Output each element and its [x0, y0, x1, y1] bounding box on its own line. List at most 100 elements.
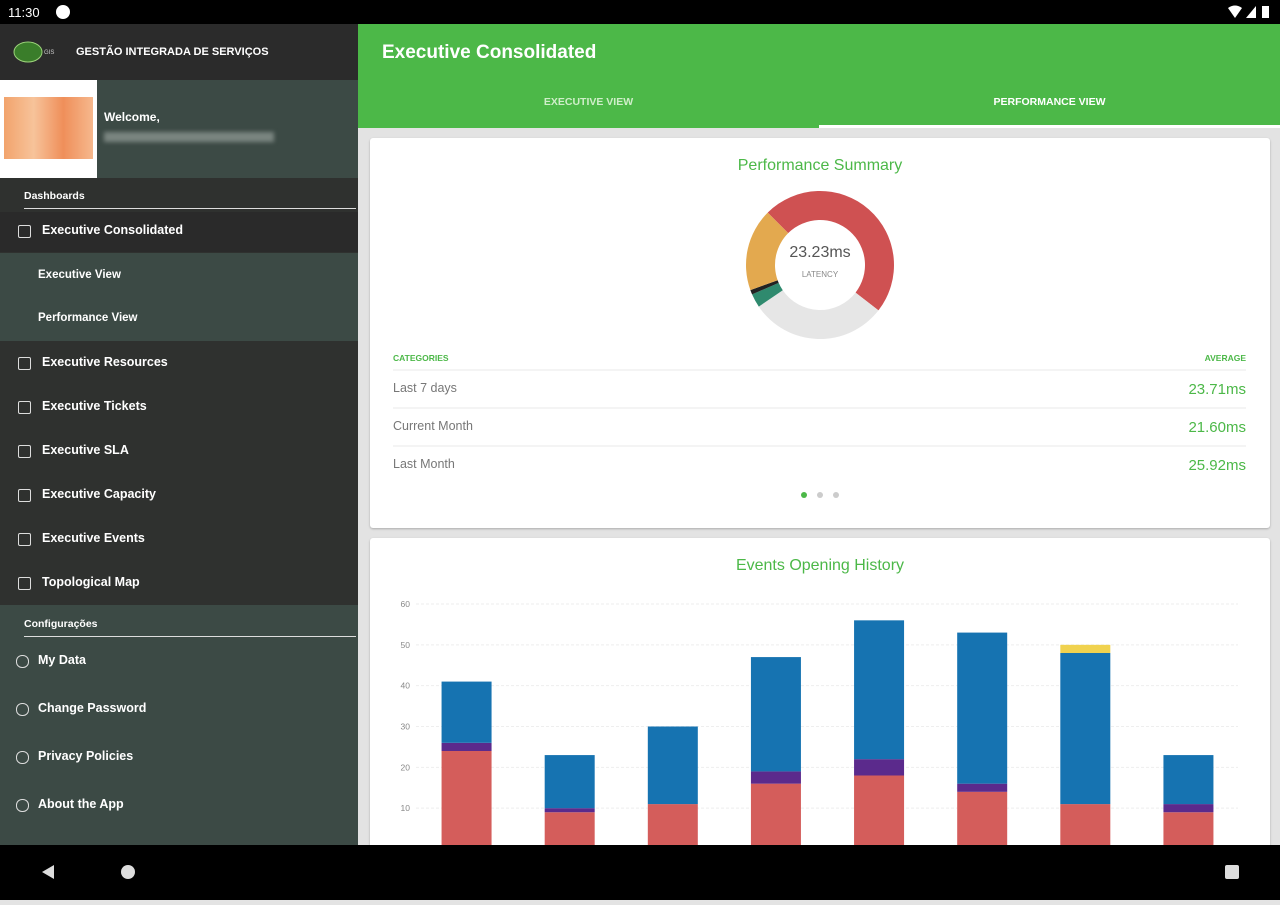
pager-dot	[801, 492, 807, 498]
section-title: Dashboards	[24, 190, 85, 202]
y-tick-label: 10	[401, 803, 411, 813]
bar-segment	[957, 791, 1008, 849]
donut-value: 23.23ms	[789, 244, 850, 261]
section-divider	[24, 636, 356, 637]
bar-segment	[1163, 755, 1214, 805]
menu-item[interactable]: Change Password	[38, 701, 147, 715]
selected-item-bg	[0, 212, 358, 252]
y-tick-label: 50	[401, 640, 411, 650]
submenu	[0, 253, 358, 341]
menu-item[interactable]: My Data	[38, 653, 86, 667]
table-header: AVERAGE	[1205, 353, 1247, 363]
pager-dot	[817, 492, 823, 498]
menu-icon	[18, 225, 31, 238]
menu-icon	[18, 357, 31, 370]
bar-segment	[647, 726, 698, 805]
menu-item[interactable]: Executive SLA	[42, 443, 129, 457]
header: Executive Consolidated EXECUTIVE VIEW PER…	[358, 24, 1280, 128]
submenu-item[interactable]: Executive View	[38, 269, 121, 281]
app-name: GESTÃO INTEGRADA DE SERVIÇOS	[76, 46, 269, 58]
menu-icon	[16, 799, 29, 812]
row-value: 23.71ms	[1188, 381, 1246, 398]
submenu-item[interactable]: Performance View	[38, 312, 138, 324]
pager-dot	[833, 492, 839, 498]
tab[interactable]: EXECUTIVE VIEW	[543, 96, 634, 108]
bar-segment	[854, 620, 905, 760]
events-card	[370, 538, 1270, 878]
donut-segment	[752, 282, 783, 307]
bar-segment	[854, 775, 905, 849]
menu-icon	[16, 655, 29, 668]
bar-segment	[1060, 653, 1111, 805]
bar-segment	[441, 751, 492, 849]
bar-segment	[1060, 644, 1111, 653]
bar-segment	[441, 681, 492, 743]
row-value: 25.92ms	[1188, 457, 1246, 474]
system-icons	[1228, 5, 1269, 18]
bar-segment	[1163, 812, 1214, 849]
donut-segment	[758, 290, 879, 339]
tab[interactable]: PERFORMANCE VIEW	[993, 96, 1106, 108]
menu-icon	[16, 751, 29, 764]
menu-icon	[18, 489, 31, 502]
menu-item[interactable]: Executive Capacity	[42, 487, 156, 501]
bar-segment	[854, 759, 905, 776]
bar-segment	[957, 783, 1008, 792]
menu-item[interactable]: Executive Resources	[42, 355, 168, 369]
card-title: Events Opening History	[736, 557, 904, 574]
bar-segment	[1060, 804, 1111, 849]
y-tick-label: 30	[401, 722, 411, 732]
menu-icon	[18, 533, 31, 546]
bar-segment	[544, 808, 595, 813]
bar-segment	[647, 804, 698, 849]
row-label: Last Month	[393, 457, 455, 471]
row-label: Current Month	[393, 419, 473, 433]
user-name-blurred	[104, 132, 274, 142]
row-label: Last 7 days	[393, 381, 457, 395]
bar-segment	[750, 783, 801, 849]
card-title: Performance Summary	[738, 157, 903, 174]
welcome: Welcome,	[104, 110, 160, 124]
menu-icon	[18, 401, 31, 414]
menu-item[interactable]: About the App	[38, 797, 124, 811]
avatar	[0, 80, 97, 178]
nav-buttons[interactable]	[0, 845, 1280, 900]
config-section	[0, 605, 358, 845]
menu-item[interactable]: Executive Consolidated	[42, 223, 184, 237]
bar-segment	[544, 755, 595, 809]
tab-indicator	[819, 125, 1280, 128]
section-title: Configurações	[24, 618, 98, 630]
menu-item[interactable]: Topological Map	[42, 575, 140, 589]
menu-item[interactable]: Executive Tickets	[42, 399, 147, 413]
menu-item[interactable]: Executive Events	[42, 531, 145, 545]
donut-label: LATENCY	[802, 270, 839, 279]
donut-segment	[767, 190, 895, 311]
menu-icon	[18, 577, 31, 590]
section-divider	[24, 208, 356, 209]
table-header: CATEGORIES	[393, 353, 449, 363]
bar-segment	[957, 632, 1008, 784]
profile: Welcome,	[0, 80, 358, 178]
nav-bar	[0, 845, 1280, 900]
donut-segment	[750, 280, 779, 295]
status-bar: 11:30	[0, 0, 1280, 24]
bar-segment	[750, 657, 801, 772]
logo: GIS	[13, 41, 54, 63]
bar-segment	[1163, 804, 1214, 813]
donut-segment	[746, 212, 789, 291]
bar-segment	[544, 812, 595, 849]
menu-icon	[16, 703, 29, 716]
svg-text:GIS: GIS	[44, 50, 54, 56]
menu-icon	[18, 445, 31, 458]
clock: 11:30	[8, 5, 40, 20]
bar-segment	[441, 742, 492, 751]
page-title: Executive Consolidated	[382, 42, 597, 63]
notification-icon	[56, 5, 70, 19]
y-tick-label: 40	[401, 681, 411, 691]
menu-item[interactable]: Privacy Policies	[38, 749, 134, 763]
y-tick-label: 60	[401, 599, 411, 609]
sidebar: GIS GESTÃO INTEGRADA DE SERVIÇOS Welcome…	[0, 24, 358, 845]
row-value: 21.60ms	[1188, 419, 1246, 436]
